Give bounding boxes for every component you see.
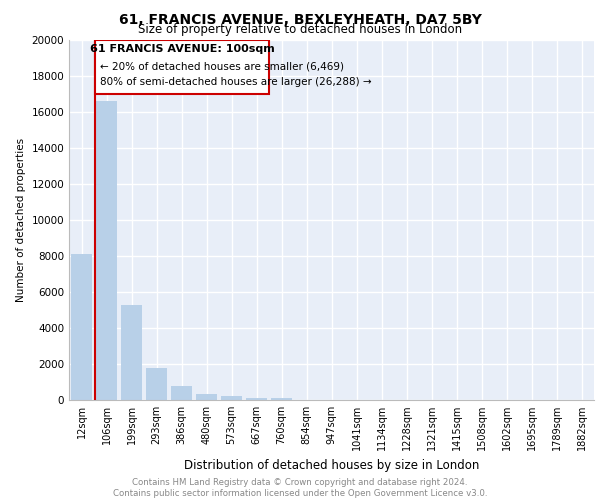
Text: ← 20% of detached houses are smaller (6,469): ← 20% of detached houses are smaller (6,… bbox=[100, 62, 344, 72]
X-axis label: Distribution of detached houses by size in London: Distribution of detached houses by size … bbox=[184, 458, 479, 471]
Bar bbox=[196, 394, 217, 400]
Text: Size of property relative to detached houses in London: Size of property relative to detached ho… bbox=[138, 22, 462, 36]
Bar bbox=[246, 398, 267, 400]
Y-axis label: Number of detached properties: Number of detached properties bbox=[16, 138, 26, 302]
Text: Contains HM Land Registry data © Crown copyright and database right 2024.
Contai: Contains HM Land Registry data © Crown c… bbox=[113, 478, 487, 498]
Bar bbox=[121, 304, 142, 400]
Bar bbox=[171, 386, 192, 400]
Text: 61 FRANCIS AVENUE: 100sqm: 61 FRANCIS AVENUE: 100sqm bbox=[90, 44, 275, 54]
Bar bbox=[71, 254, 92, 400]
Text: 61, FRANCIS AVENUE, BEXLEYHEATH, DA7 5BY: 61, FRANCIS AVENUE, BEXLEYHEATH, DA7 5BY bbox=[119, 12, 481, 26]
Text: 80% of semi-detached houses are larger (26,288) →: 80% of semi-detached houses are larger (… bbox=[100, 76, 371, 86]
FancyBboxPatch shape bbox=[95, 40, 269, 94]
Bar bbox=[271, 398, 292, 400]
Bar bbox=[96, 101, 117, 400]
Bar bbox=[221, 396, 242, 400]
Bar bbox=[146, 368, 167, 400]
